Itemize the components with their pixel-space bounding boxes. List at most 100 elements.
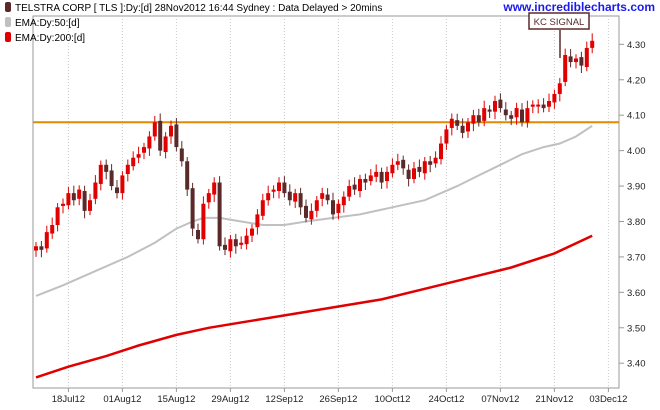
candle (341, 191, 346, 213)
candle (244, 228, 249, 250)
candle (390, 158, 395, 178)
candle (401, 155, 406, 175)
candle-body (293, 193, 298, 202)
candle-body (439, 143, 443, 160)
candle-body (568, 56, 573, 63)
candle-body (503, 109, 508, 116)
candle (298, 187, 303, 215)
candle (568, 48, 573, 68)
candle (352, 177, 357, 195)
candle (55, 203, 60, 232)
candle-body (131, 157, 136, 167)
candle (93, 175, 98, 205)
candle-body (536, 104, 541, 107)
candle (109, 164, 114, 191)
candle (347, 179, 352, 201)
y-tick-label: 4.30 (627, 40, 646, 51)
candle (320, 187, 325, 207)
candle (50, 217, 55, 239)
legend-label-price: TELSTRA CORP [ TLS ]:Dy:[d] 28Nov2012 16… (15, 3, 382, 14)
candle (325, 188, 330, 205)
candle-body (206, 193, 211, 203)
candle (206, 188, 211, 209)
y-tick-label: 3.40 (627, 359, 646, 370)
candle-body (77, 189, 82, 199)
candle-body (217, 182, 222, 247)
candle (493, 95, 497, 120)
candle-body (547, 101, 551, 107)
candle-body (401, 159, 406, 169)
candle (287, 184, 292, 206)
candle-body (271, 189, 276, 192)
candle (374, 164, 379, 183)
candle-body (82, 191, 87, 211)
candle-body (115, 187, 119, 194)
candle-body (325, 194, 330, 201)
candle-body (374, 171, 379, 177)
candle (104, 159, 109, 180)
legend-swatch-price (5, 2, 11, 12)
candle-body (244, 235, 249, 245)
candle-body (320, 193, 325, 199)
candle (174, 118, 179, 152)
legend-swatch-ema50 (5, 17, 11, 27)
candle-body (282, 182, 287, 194)
candle-body (260, 200, 265, 216)
candle-body (476, 115, 481, 123)
candle-body (125, 164, 130, 175)
candle-body (196, 229, 200, 240)
candle-body (574, 58, 578, 63)
candle-body (449, 118, 454, 128)
candle-body (287, 191, 292, 201)
candle-body (190, 188, 195, 229)
candle-body (509, 115, 514, 119)
candle (536, 99, 541, 114)
candle (363, 173, 368, 190)
candle-body (379, 171, 384, 183)
y-tick-label: 4.20 (627, 75, 646, 86)
candle (163, 132, 168, 159)
candle (579, 51, 584, 74)
watermark: www.incrediblecharts.com (502, 0, 655, 14)
candle-body (152, 122, 157, 137)
candle (266, 185, 271, 206)
candle (142, 142, 146, 160)
candle-body (579, 57, 584, 66)
candle (239, 236, 244, 250)
candle-body (185, 161, 190, 190)
candle-body (422, 161, 427, 174)
candle-body (233, 239, 238, 247)
candle (590, 33, 595, 54)
candle-body (406, 169, 411, 179)
candle-body (552, 93, 557, 103)
candle-body (385, 171, 389, 182)
candle (466, 118, 470, 138)
candle (417, 159, 422, 178)
candle-body (136, 154, 141, 158)
candle (34, 242, 38, 257)
price-candles (34, 33, 595, 258)
candle (541, 98, 546, 113)
candle (250, 224, 254, 243)
candle (201, 196, 206, 245)
candle (509, 110, 514, 126)
candle-body (223, 244, 227, 250)
candle (304, 199, 308, 223)
candle (520, 103, 524, 127)
candle (503, 102, 508, 121)
candle-body (163, 136, 168, 153)
candle (428, 155, 433, 173)
candle (444, 125, 449, 150)
candle-body (487, 109, 492, 112)
candle-body (98, 164, 103, 184)
candle (331, 192, 335, 220)
candle (212, 177, 217, 202)
kc-signal-annotation: KC SIGNAL (528, 12, 590, 58)
candle-body (120, 175, 125, 194)
candle-body (347, 186, 352, 197)
y-tick-label: 3.90 (627, 182, 646, 193)
candle (98, 160, 103, 191)
candle (563, 48, 568, 87)
ema-50-line (35, 124, 593, 297)
